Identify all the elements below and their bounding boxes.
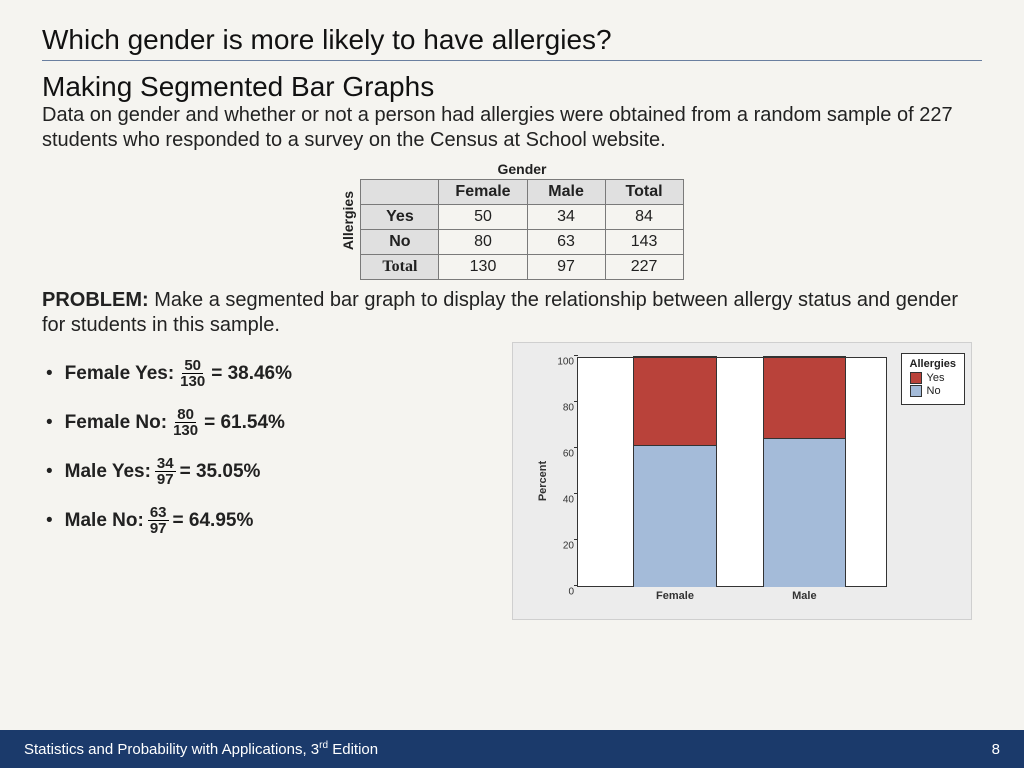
denominator: 130 [178,374,207,389]
fraction: 50130 [178,358,207,389]
denominator: 97 [155,472,176,487]
table-side-label: Allergies [340,191,356,250]
chart-ylabel: Percent [537,461,549,501]
cell: 227 [605,255,683,280]
equals: = 64.95% [173,510,254,532]
ytick-label: 20 [563,541,578,552]
legend-label: No [927,385,941,397]
legend-title: Allergies [910,358,956,370]
intro-text: Data on gender and whether or not a pers… [42,103,982,153]
ytick-mark [574,401,578,402]
footer-sup: rd [319,740,328,751]
xcategory-label: Female [633,586,716,602]
ytick-label: 100 [557,357,578,368]
calc-bullet: Female Yes: 50130 = 38.46% [46,358,502,389]
problem-text: PROBLEM: Make a segmented bar graph to d… [42,288,982,338]
fraction: 3497 [155,456,176,487]
bullet-label: Female No: [65,412,167,434]
slide: Which gender is more likely to have alle… [0,0,1024,768]
numerator: 50 [182,358,203,374]
xcategory-label: Male [763,586,846,602]
footer-suffix: Edition [328,741,378,758]
row-head: Total [361,255,439,280]
bar-group [763,356,846,586]
legend-swatch [910,385,922,397]
cell: 97 [527,255,605,280]
numerator: 80 [175,407,196,423]
cell: 63 [527,230,605,255]
footer-bar: Statistics and Probability with Applicat… [0,730,1024,768]
bullet-label: Male No: [65,510,144,532]
numerator: 34 [155,456,176,472]
calc-bullet: Female No: 80130 = 61.54% [46,407,502,438]
ytick-mark [574,539,578,540]
equals: = 38.46% [211,363,292,385]
title-rule [42,60,982,61]
chart-zone: Percent 020406080100FemaleMale Allergies… [502,348,982,620]
fraction: 80130 [171,407,200,438]
equals: = 35.05% [180,461,261,483]
bullet-label: Female Yes: [65,363,175,385]
ytick-mark [574,447,578,448]
problem-label: PROBLEM: [42,289,149,311]
cell: 34 [527,205,605,230]
calc-bullets: Female Yes: 50130 = 38.46%Female No: 801… [42,348,502,620]
footer-prefix: Statistics and Probability with Applicat… [24,741,319,758]
cell: 84 [605,205,683,230]
col-head: Male [527,180,605,205]
col-head: Total [605,180,683,205]
data-table: Female Male Total Yes 50 34 84 No 80 63 … [360,179,683,280]
cell: 50 [439,205,527,230]
segmented-bar-chart: Percent 020406080100FemaleMale Allergies… [512,342,972,620]
bar-segment-yes [634,357,715,445]
bullet-label: Male Yes: [65,461,151,483]
ytick-label: 0 [568,587,578,598]
cell: 130 [439,255,527,280]
calc-bullet: Male No: 6397 = 64.95% [46,505,502,536]
bar-segment-no [764,438,845,587]
fraction: 6397 [148,505,169,536]
bar-segment-yes [764,357,845,438]
ytick-mark [574,493,578,494]
title-line2: Making Segmented Bar Graphs [42,71,982,103]
ytick-label: 40 [563,495,578,506]
legend-label: Yes [927,372,945,384]
row-head: Yes [361,205,439,230]
cell: 80 [439,230,527,255]
equals: = 61.54% [204,412,285,434]
ytick-mark [574,585,578,586]
numerator: 63 [148,505,169,521]
bar-segment-no [634,445,715,587]
cell: 143 [605,230,683,255]
legend-item: Yes [910,372,956,384]
chart-plot-area: 020406080100FemaleMale [577,357,887,587]
chart-legend: Allergies YesNo [901,353,965,405]
title-line1: Which gender is more likely to have alle… [42,24,982,56]
col-head: Female [439,180,527,205]
lower-section: Female Yes: 50130 = 38.46%Female No: 801… [42,348,982,620]
row-head: No [361,230,439,255]
ytick-label: 80 [563,403,578,414]
ytick-mark [574,355,578,356]
legend-swatch [910,372,922,384]
data-table-wrap: Allergies Gender Female Male Total Yes 5… [42,161,982,280]
problem-body: Make a segmented bar graph to display th… [42,289,958,336]
footer-text: Statistics and Probability with Applicat… [24,740,378,758]
legend-item: No [910,385,956,397]
denominator: 130 [171,423,200,438]
ytick-label: 60 [563,449,578,460]
calc-bullet: Male Yes: 3497 = 35.05% [46,456,502,487]
denominator: 97 [148,521,169,536]
table-top-label: Gender [360,161,683,177]
page-number: 8 [992,741,1000,758]
table-corner [361,180,439,205]
bar-group [633,356,716,586]
